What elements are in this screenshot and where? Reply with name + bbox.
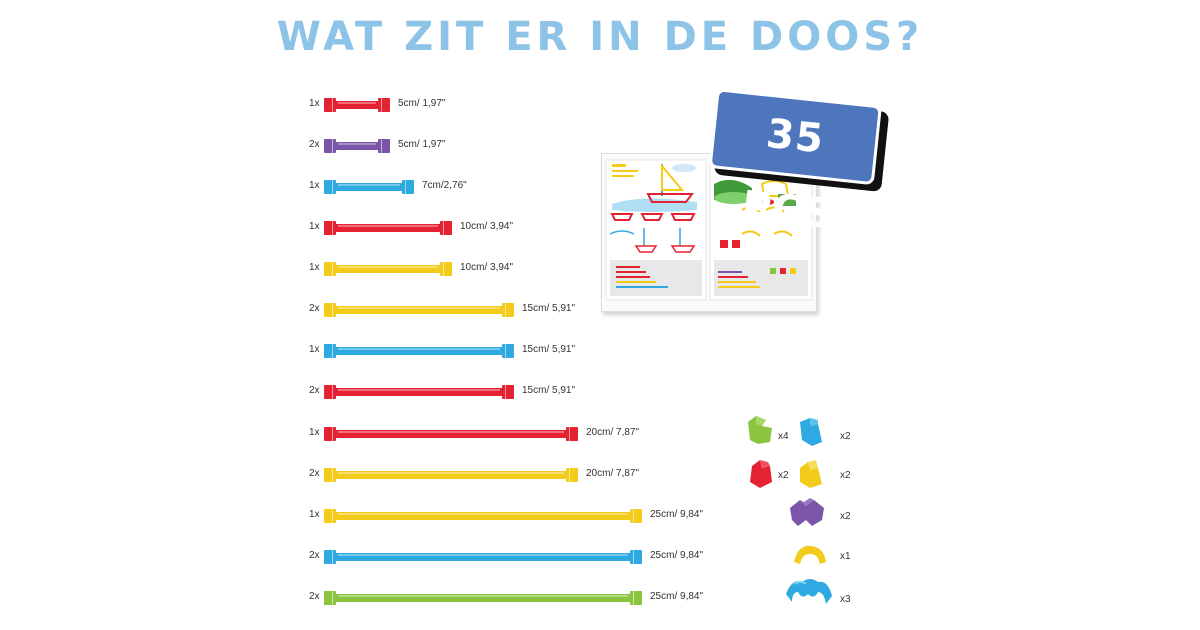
blue-tube (324, 550, 642, 564)
piece-size-label: 20cm/ 7,87" (586, 468, 640, 479)
piece-qty: 1x (309, 221, 320, 232)
red-tube (324, 221, 452, 235)
piece-qty: 2x (309, 468, 320, 479)
purple-tube (324, 139, 390, 153)
purple-connector-icon (790, 498, 824, 526)
red-tube (324, 427, 578, 441)
yellow-tube (324, 303, 514, 317)
piece-qty: 2x (309, 591, 320, 602)
blue-connector-icon (800, 418, 822, 446)
red-tube (324, 98, 390, 112)
piece-qty: 1x (309, 509, 320, 520)
page-title: WAT ZIT ER IN DE DOOS? (276, 14, 924, 60)
piece-qty: 1x (309, 180, 320, 191)
piece-qty: 2x (309, 385, 320, 396)
piece-qty: 1x (309, 427, 320, 438)
piece-qty: 2x (309, 303, 320, 314)
yellow-curve-qty: x1 (840, 551, 851, 562)
red-connector-qty: x2 (778, 470, 789, 481)
green-connector-icon (748, 416, 772, 444)
piece-size-label: 15cm/ 5,91" (522, 385, 576, 396)
yellow-tube (324, 262, 452, 276)
yellow-tube (324, 509, 642, 523)
blue-wave-qty: x3 (840, 594, 851, 605)
red-connector-icon (750, 460, 772, 488)
piece-size-label: 15cm/ 5,91" (522, 303, 576, 314)
piece-count-badge: 35 PCS (708, 88, 890, 238)
yellow-curve-icon (794, 545, 826, 564)
yellow-tube (324, 468, 578, 482)
piece-size-label: 5cm/ 1,97" (398, 139, 446, 150)
blue-wave-icon (786, 579, 832, 604)
blue-tube (324, 344, 514, 358)
piece-qty: 2x (309, 139, 320, 150)
piece-size-label: 10cm/ 3,94" (460, 262, 514, 273)
piece-size-label: 7cm/2,76" (422, 180, 467, 191)
piece-size-label: 15cm/ 5,91" (522, 344, 576, 355)
green-tube (324, 591, 642, 605)
green-connector-qty: x4 (778, 431, 789, 442)
piece-size-label: 20cm/ 7,87" (586, 427, 640, 438)
badge-text: 35 PCS (708, 88, 882, 238)
purple-connector-qty: x2 (840, 511, 851, 522)
red-tube (324, 385, 514, 399)
piece-qty: 1x (309, 262, 320, 273)
blue-tube (324, 180, 414, 194)
piece-qty: 1x (309, 344, 320, 355)
piece-qty: 1x (309, 98, 320, 109)
piece-size-label: 5cm/ 1,97" (398, 98, 446, 109)
piece-size-label: 25cm/ 9,84" (650, 550, 704, 561)
piece-qty: 2x (309, 550, 320, 561)
piece-size-label: 10cm/ 3,94" (460, 221, 514, 232)
piece-size-label: 25cm/ 9,84" (650, 591, 704, 602)
yellow-connector-icon (800, 460, 822, 488)
yellow-connector-qty: x2 (840, 470, 851, 481)
instruction-manual-image (601, 153, 817, 312)
piece-size-label: 25cm/ 9,84" (650, 509, 704, 520)
blue-connector-qty: x2 (840, 431, 851, 442)
